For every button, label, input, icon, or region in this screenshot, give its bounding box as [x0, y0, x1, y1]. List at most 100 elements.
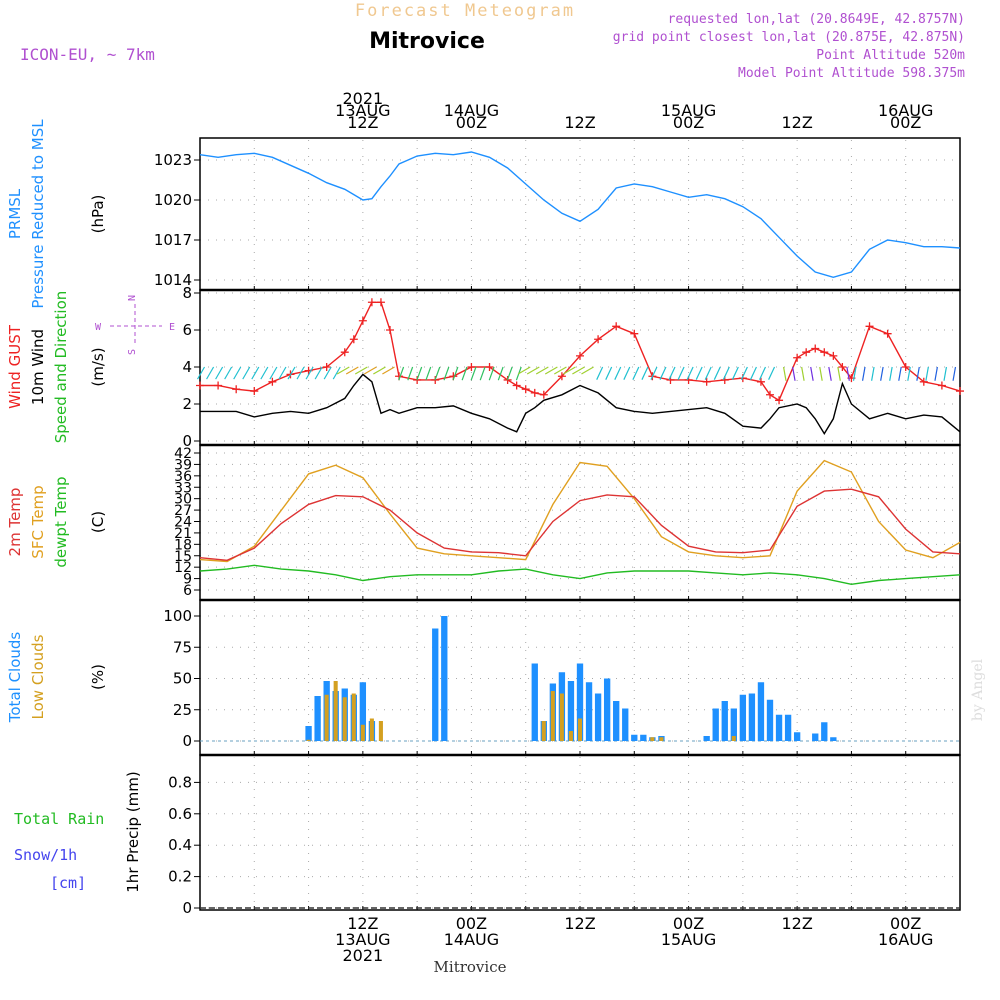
ytick-label-clouds: 25 [173, 701, 192, 719]
total-cloud-bar [576, 663, 584, 741]
bottom-time-label: 12Z [781, 914, 812, 933]
panel-unit-clouds: (%) [89, 664, 107, 690]
location-title: Mitrovice [369, 29, 485, 54]
total-cloud-bar [305, 726, 312, 741]
gust-marker [196, 381, 204, 390]
total-cloud-bar [730, 708, 737, 741]
compass-east: E [169, 322, 175, 333]
low-cloud-bar [731, 736, 736, 741]
wind-direction-arrow [731, 366, 739, 380]
top-time-label: 13AUG [335, 101, 390, 120]
ytick-label-wind: 6 [182, 321, 192, 339]
gust-marker [901, 363, 910, 371]
dewpt-line [199, 564, 961, 586]
top-time-label: 00Z [890, 113, 921, 132]
wind-direction-arrow [740, 366, 748, 380]
total-cloud-bar [712, 708, 719, 741]
ytick-label-pressure: 1020 [154, 191, 192, 209]
grid-point-coords: grid point closest lon,lat (20.875E, 42.… [613, 30, 965, 45]
gust-marker [919, 377, 928, 386]
wind-direction-arrow [314, 366, 323, 380]
total-cloud-bar [766, 699, 774, 741]
wind-direction-arrow [278, 366, 287, 380]
ytick-label-pressure: 1014 [154, 271, 192, 289]
series-layer [196, 151, 964, 909]
gust-marker [883, 329, 892, 338]
panel-label-wind: Speed and Direction [52, 291, 70, 444]
wind-direction-arrow [722, 366, 730, 380]
panel-frame-pressure [199, 137, 961, 291]
wind-direction-arrow [470, 366, 477, 381]
gust-marker [250, 387, 259, 396]
gust-marker [557, 372, 566, 381]
bottom-time-label: 13AUG [335, 930, 390, 949]
wind-direction-arrow [614, 366, 622, 380]
model-point-altitude: Model Point Altitude 598.375m [738, 66, 965, 81]
legend-snow-unit: [cm] [50, 874, 86, 892]
wind-direction-arrow [749, 366, 757, 380]
wind-direction-arrow [810, 366, 814, 381]
chart-title: Forecast Meteogram [355, 1, 575, 21]
gust-line [200, 301, 961, 402]
low-cloud-bar [650, 737, 655, 741]
wind-direction-arrow [443, 366, 450, 381]
total-cloud-bar [432, 628, 439, 741]
wind-direction-arrow [488, 366, 495, 381]
gust-marker [702, 377, 711, 386]
ytick-label-precip: 0.6 [168, 805, 192, 823]
ytick-label-clouds: 75 [173, 638, 192, 656]
bottom-time-label: 00Z [673, 914, 704, 933]
gust-marker [838, 363, 847, 371]
wind-direction-arrow [269, 366, 278, 380]
wind-direction-arrow [354, 366, 368, 375]
wind-direction-arrow [792, 366, 796, 381]
gust-marker [268, 377, 277, 386]
ytick-label-temp: 18 [174, 537, 192, 553]
top-time-label: 2021 [342, 89, 383, 108]
panel-label-temp: 2m Temp [6, 488, 24, 557]
low-cloud-bar [541, 721, 546, 741]
wind-direction-arrow [907, 366, 911, 381]
wind-direction-arrow [197, 366, 206, 380]
ytick-label-temp: 33 [174, 480, 192, 496]
low-cloud-bar [360, 724, 365, 741]
panel-label-wind: 10m Wind [29, 329, 47, 405]
gust-marker [756, 377, 765, 386]
panel-unit-temp: (C) [89, 511, 107, 533]
total-cloud-bar [567, 681, 575, 741]
ytick-label-wind: 0 [182, 432, 192, 450]
wind-direction-arrow [650, 366, 658, 380]
wind-direction-arrow [506, 366, 513, 381]
wind-direction-arrow [206, 366, 215, 380]
point-altitude: Point Altitude 520m [816, 48, 965, 63]
gust-marker [367, 298, 376, 307]
wind-direction-arrow [889, 366, 893, 381]
wind-direction-arrow [416, 366, 423, 381]
gust-marker [322, 363, 331, 371]
bottom-time-label: 16AUG [878, 930, 933, 949]
wind-direction-arrow [407, 366, 414, 381]
top-time-label: 00Z [456, 113, 487, 132]
wind-direction-arrow [563, 366, 576, 375]
wind-direction-arrow [572, 366, 585, 375]
wind-direction-arrow [934, 366, 938, 381]
wind-direction-arrow [260, 366, 269, 380]
ytick-label-clouds: 0 [182, 732, 192, 750]
wind-direction-arrow [345, 366, 359, 375]
wind-direction-arrow [668, 366, 676, 380]
total-cloud-bar [775, 714, 783, 741]
gust-marker [829, 351, 838, 360]
ytick-label-wind: 4 [182, 358, 192, 376]
total-cloud-bar [784, 714, 792, 741]
ytick-label-temp: 30 [174, 492, 192, 508]
wind-direction-arrow [704, 366, 712, 380]
total-cloud-bar [757, 682, 765, 741]
top-time-label: 00Z [673, 113, 704, 132]
wind-direction-arrow [544, 366, 558, 375]
wind-direction-arrow [224, 366, 233, 380]
wind-direction-arrow [479, 366, 486, 381]
total-cloud-bar [441, 616, 448, 741]
wind-direction-arrow [837, 366, 841, 381]
wind-direction-arrow [336, 366, 350, 375]
panel-label-temp: dewpt Temp [52, 476, 70, 567]
